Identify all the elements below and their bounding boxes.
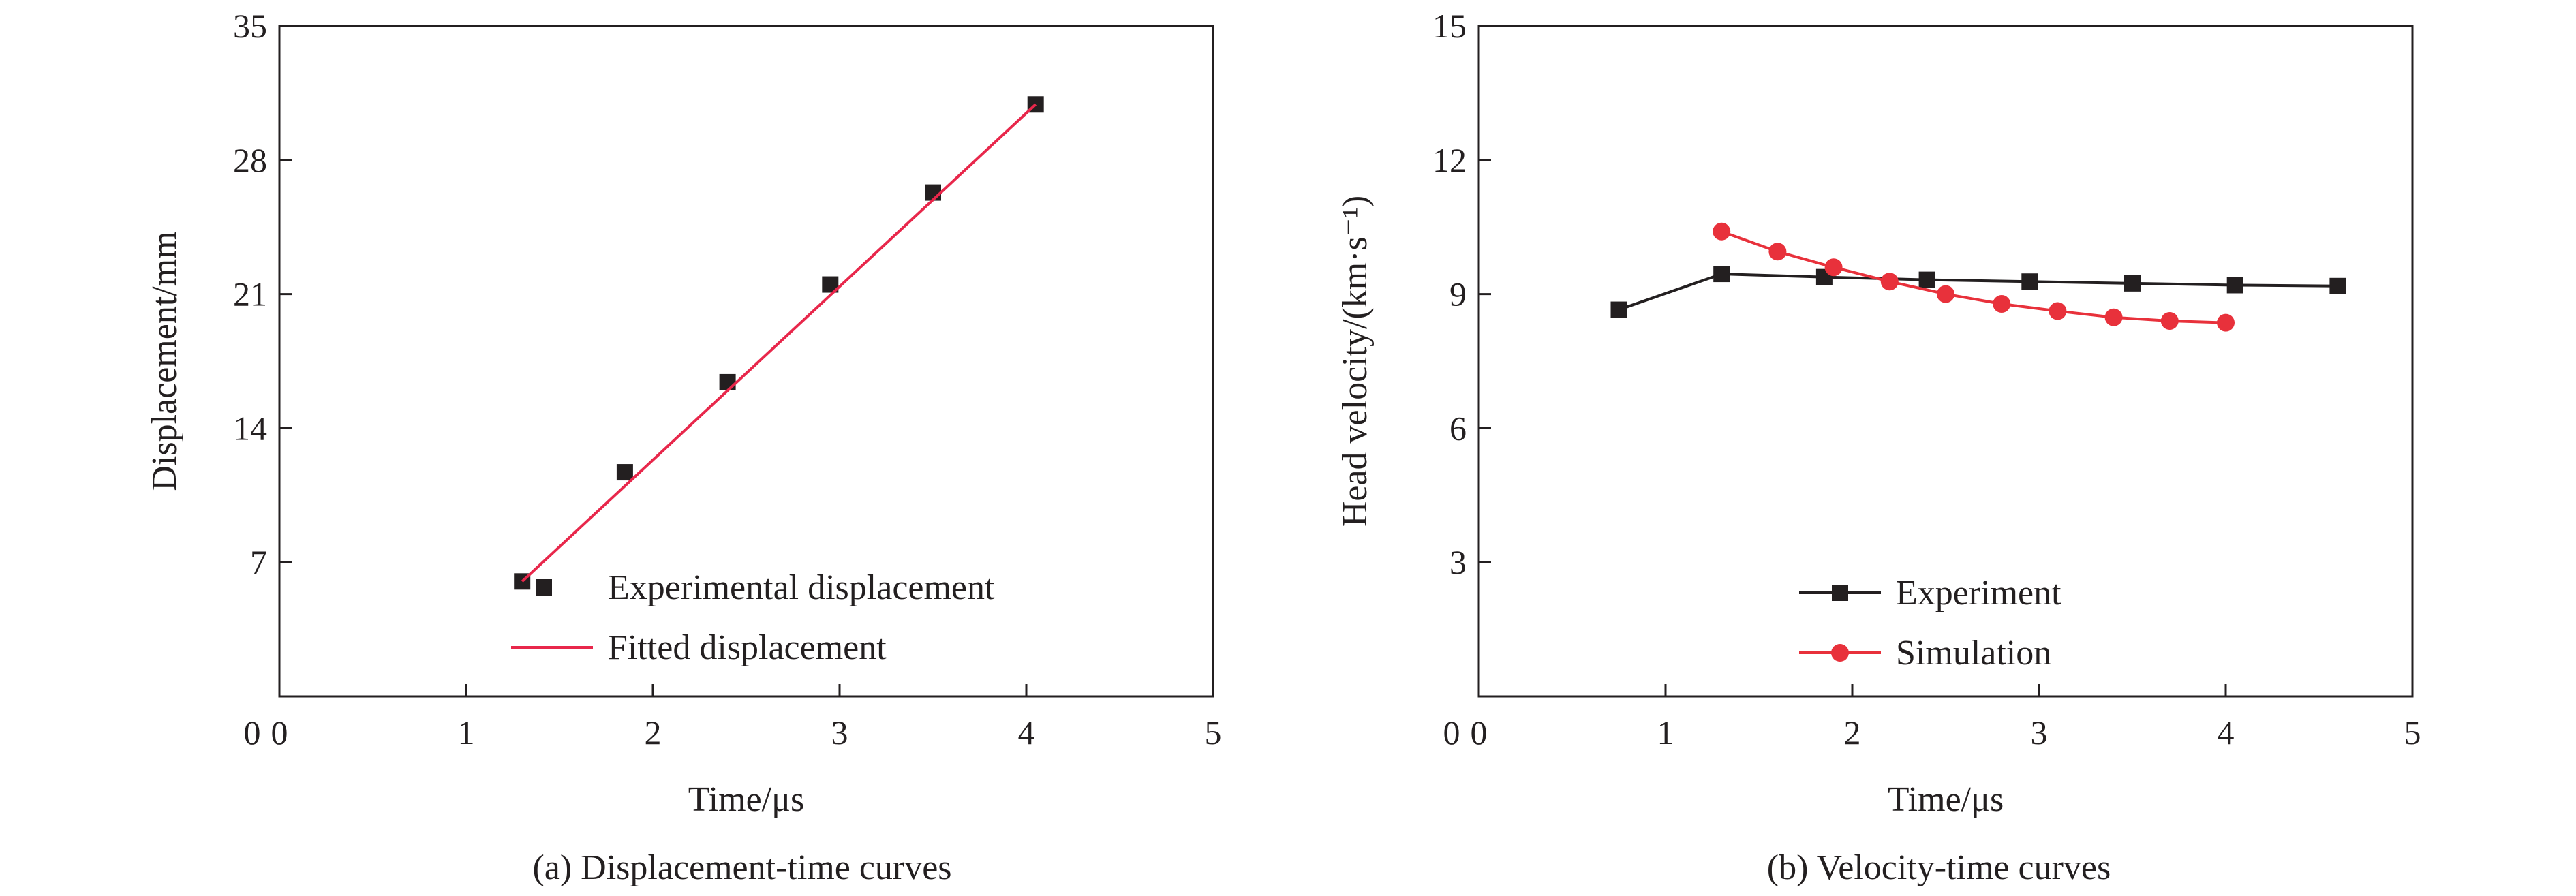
b-series-1-line: [1721, 230, 2226, 324]
b-x-axis-title: Time/μs: [1888, 780, 2004, 819]
a-series-0-point: [616, 464, 633, 481]
a-x-tick-label: 5: [1205, 713, 1222, 752]
a-y-tick-label: 14: [233, 409, 267, 447]
b-y-tick-label: 15: [1432, 7, 1467, 45]
a-series-0-point: [719, 373, 736, 390]
b-legend-marker-1: [1831, 644, 1849, 662]
a-legend-label-1: Fitted displacement: [608, 628, 887, 667]
b-x-tick-label: 5: [2404, 713, 2421, 752]
b-y-tick-label: 12: [1432, 141, 1467, 179]
b-y-tick-label: 9: [1450, 275, 1467, 313]
b-series-0-line: [1618, 273, 2338, 311]
a-plot-frame: [278, 25, 1214, 698]
caption-a: (a) Displacement-time curves: [532, 848, 951, 887]
a-x-tick-label: 4: [1018, 713, 1035, 752]
b-series-0-point: [2124, 275, 2141, 292]
displacement-time-chart: 0 1 2 3 4 5 7 14 21 28 35 0 Time/μs Displacement/mm Ex…: [145, 7, 1222, 819]
a-legend-marker-0: [536, 579, 552, 596]
b-x-tick-label: 0: [1471, 713, 1488, 752]
b-plot-frame: [1477, 25, 2414, 698]
b-origin-label: 0: [1443, 713, 1460, 752]
b-series-0-point: [2226, 277, 2243, 294]
a-legend-label-0: Experimental displacement: [608, 568, 995, 607]
b-y-tick-label: 6: [1450, 409, 1467, 447]
caption-b: (b) Velocity-time curves: [1767, 848, 2111, 887]
a-y-axis-title: Displacement/mm: [145, 231, 184, 491]
a-y-tick-label: 28: [233, 141, 267, 179]
b-series-1-point: [2104, 308, 2123, 326]
a-origin-label: 0: [244, 713, 261, 752]
b-legend-label-0: Experiment: [1896, 574, 2061, 613]
b-series-1-point: [1713, 222, 1731, 241]
b-series-0-point: [1918, 271, 1935, 288]
b-x-tick-label: 1: [1657, 713, 1674, 752]
b-series-1-point: [1993, 295, 2011, 313]
b-x-tick-label: 2: [1844, 713, 1861, 752]
b-series-1-point: [2217, 313, 2235, 332]
b-legend-marker-0: [1832, 585, 1848, 601]
b-series-1-point: [1768, 243, 1787, 261]
a-x-tick-label: 3: [831, 713, 848, 752]
a-series-1-line: [521, 103, 1037, 583]
b-y-axis-title: Head velocity/(km·s⁻¹): [1336, 196, 1375, 527]
a-x-tick-label: 1: [458, 713, 475, 752]
b-series-0-point: [2329, 277, 2346, 294]
a-y-tick-label: 21: [233, 275, 267, 313]
b-series-1-point: [1824, 258, 1843, 277]
b-y-tick-label: 3: [1450, 543, 1467, 581]
b-x-tick-label: 3: [2031, 713, 2048, 752]
a-y-tick-label: 7: [250, 543, 267, 581]
a-x-tick-label: 0: [271, 713, 288, 752]
b-series-1-point: [2160, 311, 2179, 330]
b-series-1-point: [2049, 302, 2067, 320]
b-x-tick-label: 4: [2218, 713, 2235, 752]
b-series-1-point: [1880, 273, 1899, 291]
b-series-0-point: [2021, 273, 2038, 290]
a-x-tick-label: 2: [645, 713, 662, 752]
b-series-1-point: [1937, 285, 1954, 303]
a-y-tick-label: 35: [233, 7, 267, 45]
b-series-0-point: [1713, 266, 1730, 283]
b-legend-label-1: Simulation: [1896, 634, 2051, 673]
b-series-0-point: [1610, 301, 1627, 318]
a-x-axis-title: Time/μs: [688, 780, 804, 819]
